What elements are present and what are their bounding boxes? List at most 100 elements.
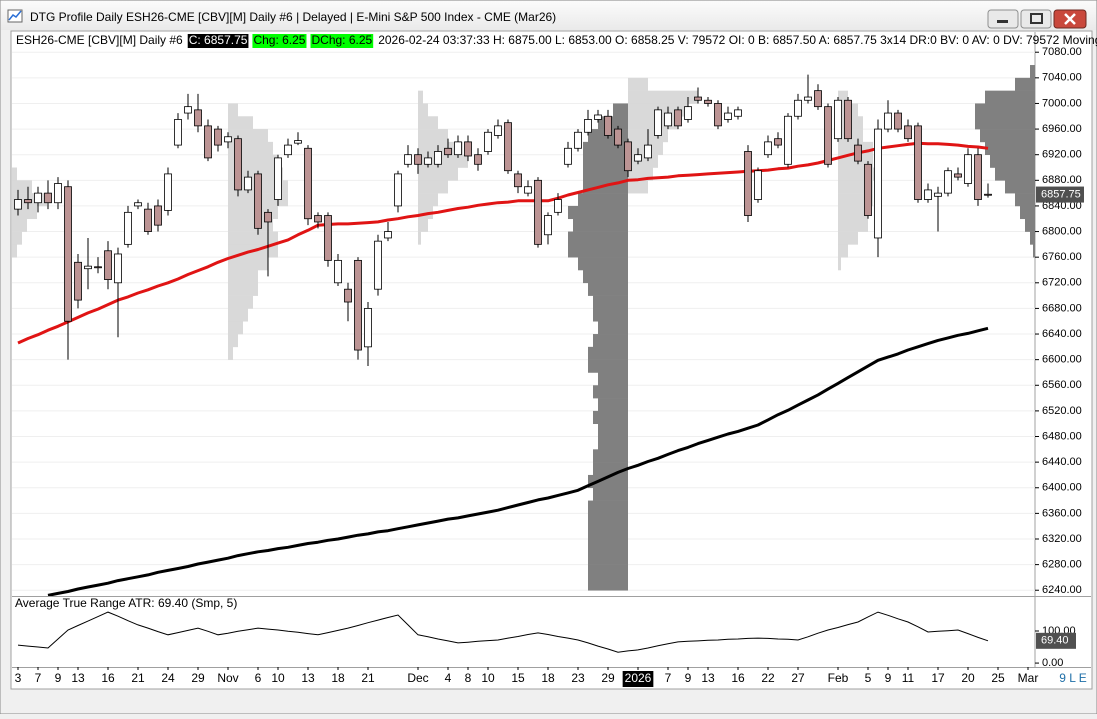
- candle-body: [734, 109, 742, 117]
- volume-profile-bar: [593, 385, 628, 399]
- volume-profile-bar: [838, 244, 848, 258]
- x-tick-label: 27: [791, 671, 805, 685]
- candle-body: [524, 186, 532, 194]
- y-tick-label: 6520.00: [1042, 405, 1082, 417]
- candle-body: [774, 138, 782, 146]
- volume-profile-bar: [598, 116, 628, 130]
- candle-body: [864, 163, 872, 216]
- volume-profile-bar: [418, 167, 458, 181]
- volume-profile-bar: [593, 410, 628, 425]
- volume-profile-bar: [1015, 77, 1035, 91]
- volume-profile-bar: [975, 103, 1035, 117]
- y-tick-label: 6640.00: [1042, 328, 1082, 340]
- volume-profile-bar: [838, 167, 878, 181]
- y-tick-label: 6760.00: [1042, 251, 1082, 263]
- minimize-button[interactable]: [987, 9, 1019, 29]
- volume-profile-bar: [588, 538, 628, 553]
- x-tick-label: 6: [255, 671, 262, 685]
- volume-profile-bar: [228, 321, 243, 335]
- volume-profile-bar: [1033, 244, 1035, 258]
- atr-title: Average True Range ATR: 69.40 (Smp, 5): [15, 596, 237, 610]
- volume-profile-bar: [588, 474, 628, 489]
- candle-body: [964, 154, 972, 184]
- candle-body: [274, 157, 282, 200]
- x-tick-label: Feb: [828, 671, 849, 685]
- volume-profile-bar: [980, 129, 1035, 143]
- candle-body: [854, 144, 862, 162]
- volume-profile-bar: [628, 180, 648, 194]
- y-tick-label: 6800.00: [1042, 225, 1082, 237]
- y-tick-label: 6960.00: [1042, 123, 1082, 135]
- candle-body: [14, 199, 22, 210]
- maximize-button[interactable]: [1020, 9, 1052, 29]
- y-tick-label: 6480.00: [1042, 430, 1082, 442]
- corner-box: 9 L E: [1056, 670, 1090, 687]
- candle-body: [844, 99, 852, 140]
- x-tick-label: 23: [571, 671, 585, 685]
- candle-body: [404, 154, 412, 165]
- candle-body: [614, 128, 622, 146]
- volume-profile-bar: [628, 154, 658, 168]
- volume-profile-bar: [418, 129, 448, 143]
- candle-body: [824, 106, 832, 165]
- volume-profile-bar: [985, 141, 1035, 155]
- candle-body: [204, 125, 212, 159]
- candle-body: [464, 141, 472, 157]
- volume-profile-bar: [1020, 205, 1035, 220]
- candle-body: [384, 231, 392, 239]
- volume-profile-bar: [593, 449, 628, 463]
- candle-body: [394, 173, 402, 207]
- volume-profile-bar: [588, 359, 628, 373]
- candle-body: [954, 173, 962, 178]
- candle-body: [924, 189, 932, 200]
- y-tick-label: 6720.00: [1042, 277, 1082, 289]
- current-price-label: 6857.75: [1041, 188, 1081, 200]
- candle-body: [544, 215, 552, 236]
- volume-profile-bar: [578, 193, 628, 207]
- x-label-highlight: [622, 671, 654, 687]
- volume-profile-bar: [838, 231, 858, 245]
- candle-body: [144, 208, 152, 232]
- candle-body: [344, 288, 352, 303]
- y-tick-label: 6880.00: [1042, 174, 1082, 186]
- candle-body: [794, 99, 802, 117]
- y-tick-label: 6680.00: [1042, 302, 1082, 314]
- volume-profile-bar: [418, 103, 428, 117]
- candle-body: [974, 154, 982, 200]
- x-tick-label: 25: [991, 671, 1005, 685]
- candle-body: [264, 211, 272, 223]
- volume-profile-bar: [12, 218, 27, 232]
- info-symbol: ESH26-CME [CBV][M] Daily #6: [16, 33, 183, 47]
- candle-body: [84, 265, 92, 270]
- volume-profile-bar: [593, 308, 628, 322]
- candle-body: [434, 151, 442, 165]
- candle-body: [594, 114, 602, 120]
- volume-profile-bar: [228, 103, 238, 117]
- candle-body: [944, 170, 952, 194]
- volume-profile-bar: [990, 154, 1035, 168]
- candle-body: [634, 154, 642, 162]
- volume-profile-bar: [228, 282, 258, 296]
- x-tick-label: 7: [665, 671, 672, 685]
- volume-profile-bar: [593, 295, 628, 309]
- volume-profile-bar: [838, 218, 868, 232]
- candle-body: [194, 109, 202, 127]
- y-tick-label: 7040.00: [1042, 72, 1082, 84]
- x-tick-label: 9: [55, 671, 62, 685]
- x-tick-label: 5: [865, 671, 872, 685]
- candle-body: [714, 103, 722, 127]
- candle-body: [694, 96, 702, 101]
- y-tick-label: 6560.00: [1042, 379, 1082, 391]
- candle-body: [124, 211, 132, 245]
- volume-profile-bar: [228, 129, 268, 143]
- x-tick-label: 13: [701, 671, 715, 685]
- volume-profile-bar: [12, 244, 17, 258]
- volume-profile-bar: [598, 372, 628, 386]
- close-button[interactable]: [1053, 9, 1087, 29]
- volume-profile-bar: [995, 167, 1035, 181]
- volume-profile-bar: [573, 218, 628, 232]
- candle-body: [454, 141, 462, 156]
- volume-profile-bar: [588, 564, 628, 578]
- volume-profile-bar: [598, 423, 628, 437]
